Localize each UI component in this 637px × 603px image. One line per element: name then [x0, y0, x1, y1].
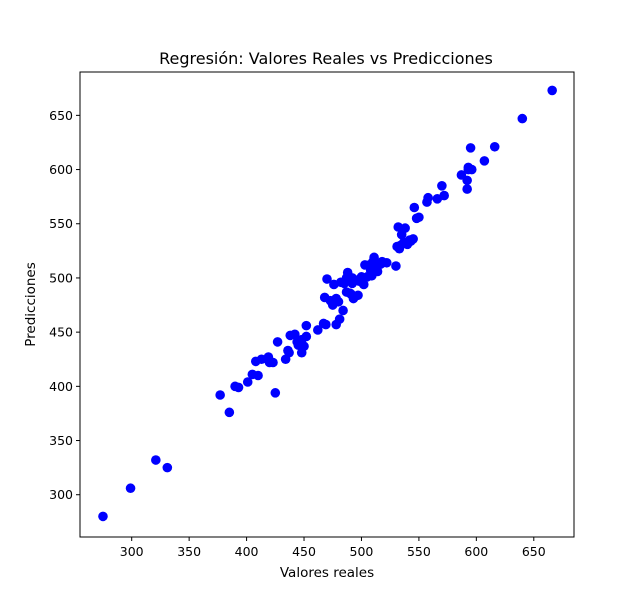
data-point: [322, 274, 332, 284]
data-point: [272, 337, 283, 347]
data-point: [462, 184, 472, 194]
data-point: [253, 370, 263, 381]
x-tick-label: 550: [407, 544, 431, 559]
data-point: [321, 319, 331, 330]
x-tick-label: 450: [292, 544, 316, 559]
data-point: [479, 156, 490, 166]
data-point: [391, 261, 401, 271]
data-point: [301, 331, 312, 342]
data-point: [215, 390, 225, 400]
data-point: [517, 113, 528, 124]
y-tick-label: 650: [49, 108, 73, 123]
plot-frame: [79, 71, 575, 538]
data-point: [400, 223, 410, 233]
x-tick-label: 500: [350, 544, 374, 559]
x-axis-label: Valores reales: [280, 565, 374, 581]
data-point: [381, 257, 392, 268]
x-tick-label: 400: [235, 544, 259, 559]
data-point: [437, 181, 447, 191]
data-point: [299, 341, 309, 352]
data-point: [414, 212, 424, 223]
y-tick-label: 450: [49, 325, 73, 340]
x-axis: 300 350 400 450 500 550 600 650: [120, 537, 546, 559]
data-point: [369, 252, 379, 263]
x-tick-label: 300: [120, 544, 144, 559]
data-point: [313, 325, 323, 335]
data-point: [162, 462, 173, 473]
x-tick-label: 650: [522, 544, 546, 559]
y-tick-label: 600: [49, 162, 73, 177]
data-point: [408, 234, 418, 244]
data-point: [489, 141, 500, 152]
data-points: [98, 85, 557, 522]
data-point: [290, 329, 300, 340]
y-tick-label: 500: [49, 270, 73, 285]
data-point: [353, 290, 363, 301]
data-point: [125, 483, 136, 494]
data-point: [242, 377, 253, 387]
chart-title: Regresión: Valores Reales vs Prediccione…: [159, 49, 493, 68]
data-point: [284, 347, 294, 358]
data-point: [151, 455, 161, 465]
y-tick-label: 550: [49, 216, 73, 231]
data-point: [462, 175, 472, 186]
data-point: [334, 314, 345, 324]
data-point: [98, 511, 108, 522]
y-tick-label: 400: [49, 379, 73, 394]
data-point: [358, 279, 369, 290]
data-point: [465, 143, 476, 153]
data-point: [547, 85, 557, 96]
y-tick-label: 300: [49, 487, 73, 502]
x-tick-label: 350: [177, 544, 201, 559]
y-axis-label: Predicciones: [23, 262, 39, 347]
data-point: [333, 296, 344, 307]
data-point: [466, 164, 477, 175]
data-point: [338, 305, 348, 316]
y-axis: 300 350 400 450 500 550 600 650: [49, 108, 80, 502]
data-point: [409, 202, 420, 213]
x-tick-label: 600: [464, 544, 488, 559]
data-point: [268, 357, 278, 368]
data-point: [233, 382, 244, 393]
data-point: [224, 407, 235, 418]
data-point: [439, 190, 449, 201]
data-point: [270, 388, 281, 398]
data-point: [301, 320, 312, 331]
data-point: [423, 192, 433, 203]
y-tick-label: 350: [49, 433, 73, 448]
